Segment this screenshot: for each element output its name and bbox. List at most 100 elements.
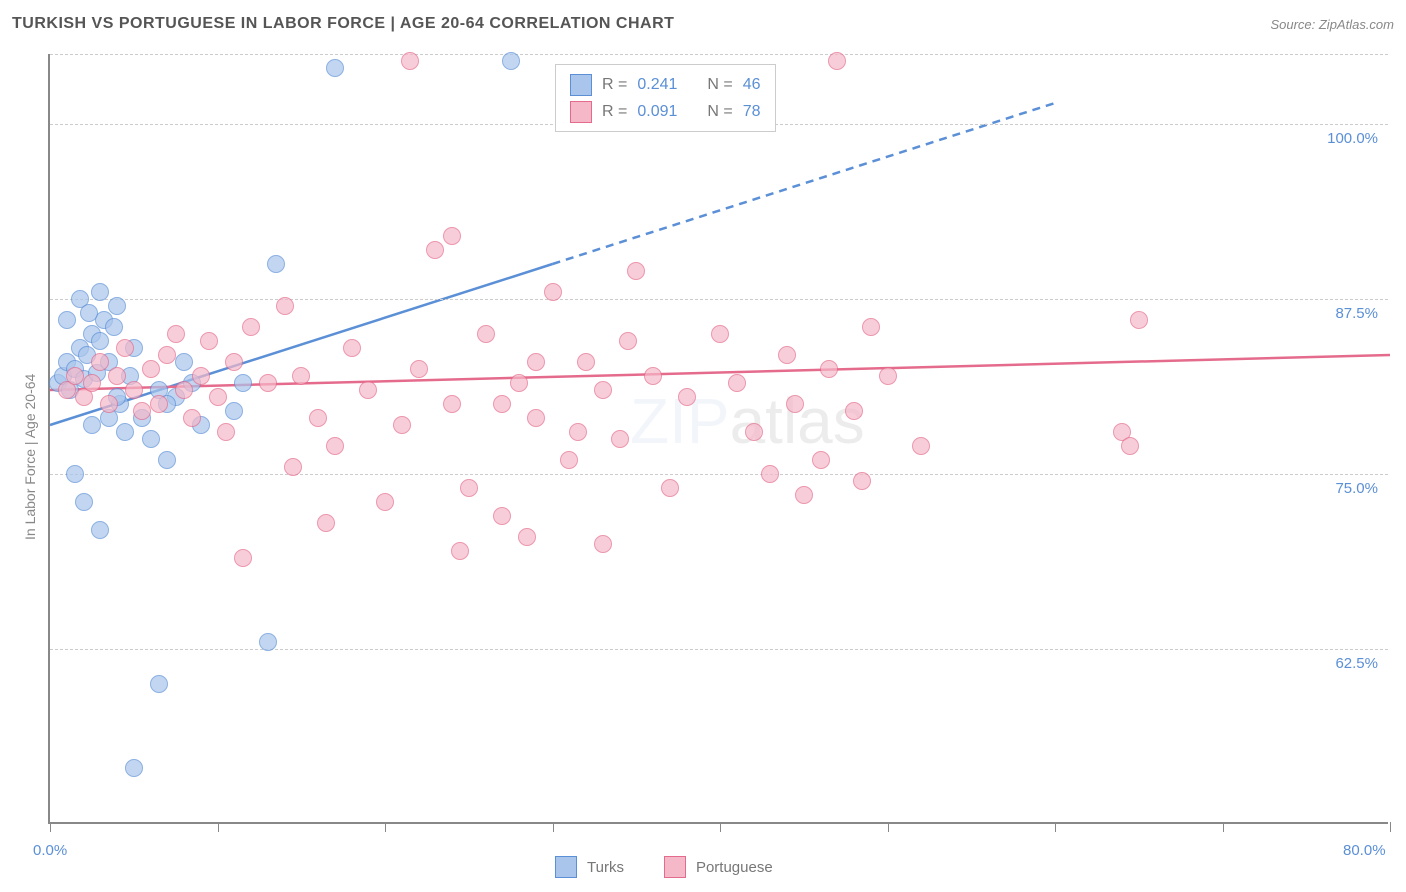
data-point bbox=[745, 423, 763, 441]
data-point bbox=[343, 339, 361, 357]
data-point bbox=[326, 59, 344, 77]
data-point bbox=[786, 395, 804, 413]
data-point bbox=[200, 332, 218, 350]
x-tick bbox=[720, 822, 721, 832]
data-point bbox=[91, 332, 109, 350]
data-point bbox=[217, 423, 235, 441]
x-tick bbox=[50, 822, 51, 832]
source-link[interactable]: ZipAtlas.com bbox=[1319, 17, 1394, 32]
data-point bbox=[276, 297, 294, 315]
data-point bbox=[192, 367, 210, 385]
data-point bbox=[267, 255, 285, 273]
data-point bbox=[619, 332, 637, 350]
data-point bbox=[91, 353, 109, 371]
data-point bbox=[577, 353, 595, 371]
data-point bbox=[225, 402, 243, 420]
data-point bbox=[175, 353, 193, 371]
data-point bbox=[125, 759, 143, 777]
data-point bbox=[359, 381, 377, 399]
data-point bbox=[58, 311, 76, 329]
data-point bbox=[527, 353, 545, 371]
data-point bbox=[661, 479, 679, 497]
data-point bbox=[91, 521, 109, 539]
data-point bbox=[912, 437, 930, 455]
legend-swatch bbox=[555, 856, 577, 878]
data-point bbox=[326, 437, 344, 455]
plot-area: ZIPatlas 62.5% 75.0% 87.5% 100.0% bbox=[48, 54, 1388, 824]
data-point bbox=[862, 318, 880, 336]
data-point bbox=[259, 374, 277, 392]
watermark: ZIPatlas bbox=[630, 384, 865, 458]
data-point bbox=[527, 409, 545, 427]
legend-swatch bbox=[664, 856, 686, 878]
legend-series: Turks Portuguese bbox=[555, 856, 773, 878]
data-point bbox=[183, 409, 201, 427]
legend-swatch bbox=[570, 74, 592, 96]
data-point bbox=[401, 52, 419, 70]
data-point bbox=[167, 325, 185, 343]
gridline bbox=[50, 649, 1388, 650]
legend-label: Portuguese bbox=[696, 859, 773, 876]
data-point bbox=[75, 493, 93, 511]
data-point bbox=[66, 367, 84, 385]
data-point bbox=[594, 381, 612, 399]
legend-stats: R =0.241N =46R =0.091N =78 bbox=[555, 64, 776, 132]
y-tick-label: 100.0% bbox=[1327, 130, 1378, 147]
legend-stat-row: R =0.241N =46 bbox=[570, 71, 761, 98]
data-point bbox=[443, 227, 461, 245]
legend-label: Turks bbox=[587, 859, 624, 876]
data-point bbox=[225, 353, 243, 371]
data-point bbox=[150, 675, 168, 693]
x-tick bbox=[1055, 822, 1056, 832]
data-point bbox=[493, 395, 511, 413]
data-point bbox=[209, 388, 227, 406]
data-point bbox=[644, 367, 662, 385]
data-point bbox=[309, 409, 327, 427]
data-point bbox=[1121, 437, 1139, 455]
data-point bbox=[518, 528, 536, 546]
source-label: Source: ZipAtlas.com bbox=[1270, 17, 1394, 32]
x-tick bbox=[385, 822, 386, 832]
gridline bbox=[50, 54, 1388, 55]
x-tick bbox=[553, 822, 554, 832]
legend-swatch bbox=[570, 101, 592, 123]
data-point bbox=[627, 262, 645, 280]
data-point bbox=[879, 367, 897, 385]
data-point bbox=[594, 535, 612, 553]
y-tick-label: 87.5% bbox=[1335, 305, 1378, 322]
gridline bbox=[50, 474, 1388, 475]
data-point bbox=[83, 374, 101, 392]
data-point bbox=[795, 486, 813, 504]
data-point bbox=[116, 423, 134, 441]
data-point bbox=[292, 367, 310, 385]
y-axis-title: In Labor Force | Age 20-64 bbox=[22, 374, 38, 540]
data-point bbox=[544, 283, 562, 301]
x-tick bbox=[1390, 822, 1391, 832]
data-point bbox=[175, 381, 193, 399]
data-point bbox=[317, 514, 335, 532]
data-point bbox=[259, 633, 277, 651]
data-point bbox=[91, 283, 109, 301]
data-point bbox=[83, 416, 101, 434]
data-point bbox=[853, 472, 871, 490]
data-point bbox=[376, 493, 394, 511]
data-point bbox=[1130, 311, 1148, 329]
data-point bbox=[158, 346, 176, 364]
data-point bbox=[812, 451, 830, 469]
legend-series-item: Turks bbox=[555, 856, 624, 878]
data-point bbox=[105, 318, 123, 336]
data-point bbox=[66, 465, 84, 483]
data-point bbox=[845, 402, 863, 420]
data-point bbox=[426, 241, 444, 259]
data-point bbox=[611, 430, 629, 448]
data-point bbox=[234, 549, 252, 567]
chart-title: TURKISH VS PORTUGUESE IN LABOR FORCE | A… bbox=[12, 15, 674, 33]
data-point bbox=[410, 360, 428, 378]
y-tick-label: 62.5% bbox=[1335, 655, 1378, 672]
data-point bbox=[443, 395, 461, 413]
data-point bbox=[80, 304, 98, 322]
data-point bbox=[142, 360, 160, 378]
data-point bbox=[761, 465, 779, 483]
y-tick-label: 75.0% bbox=[1335, 480, 1378, 497]
data-point bbox=[460, 479, 478, 497]
